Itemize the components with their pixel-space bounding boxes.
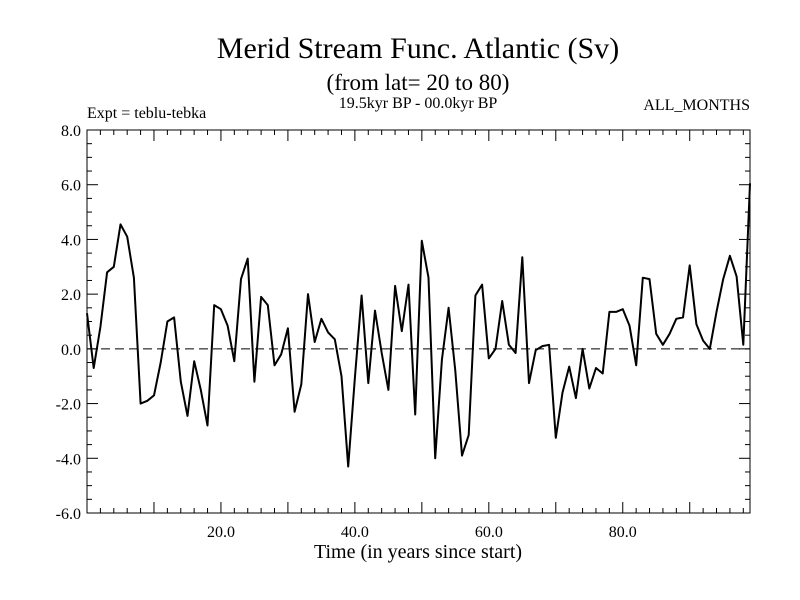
axis-tick-labels: 20.0 40.0 60.0 80.0 -6.0 -4.0 -2.0 0.0 2.0 4.0 6.0… [56, 123, 637, 541]
y-tick-label: -2.0 [56, 397, 81, 414]
expt-label: Expt = teblu-tebka [87, 105, 206, 122]
y-tick-label: 0.0 [61, 342, 81, 359]
y-tick-label: 4.0 [61, 232, 81, 249]
chart-subtitle: (from lat= 20 to 80) [327, 70, 510, 95]
months-label: ALL_MONTHS [643, 97, 750, 114]
y-tick-label: 8.0 [61, 123, 81, 140]
x-tick-label: 80.0 [609, 524, 637, 541]
x-axis-label: Time (in years since start) [314, 541, 522, 563]
axis-ticks [87, 130, 750, 513]
y-tick-label: 6.0 [61, 178, 81, 195]
series-line [86, 183, 751, 468]
chart-title: Merid Stream Func. Atlantic (Sv) [217, 32, 619, 65]
y-tick-label: 2.0 [61, 287, 81, 304]
x-tick-label: 60.0 [475, 524, 503, 541]
period-label: 19.5kyr BP - 00.0kyr BP [339, 95, 498, 112]
y-tick-label: -4.0 [56, 451, 81, 468]
y-tick-label: -6.0 [56, 506, 81, 523]
x-tick-label: 40.0 [341, 524, 369, 541]
x-tick-label: 20.0 [207, 524, 235, 541]
